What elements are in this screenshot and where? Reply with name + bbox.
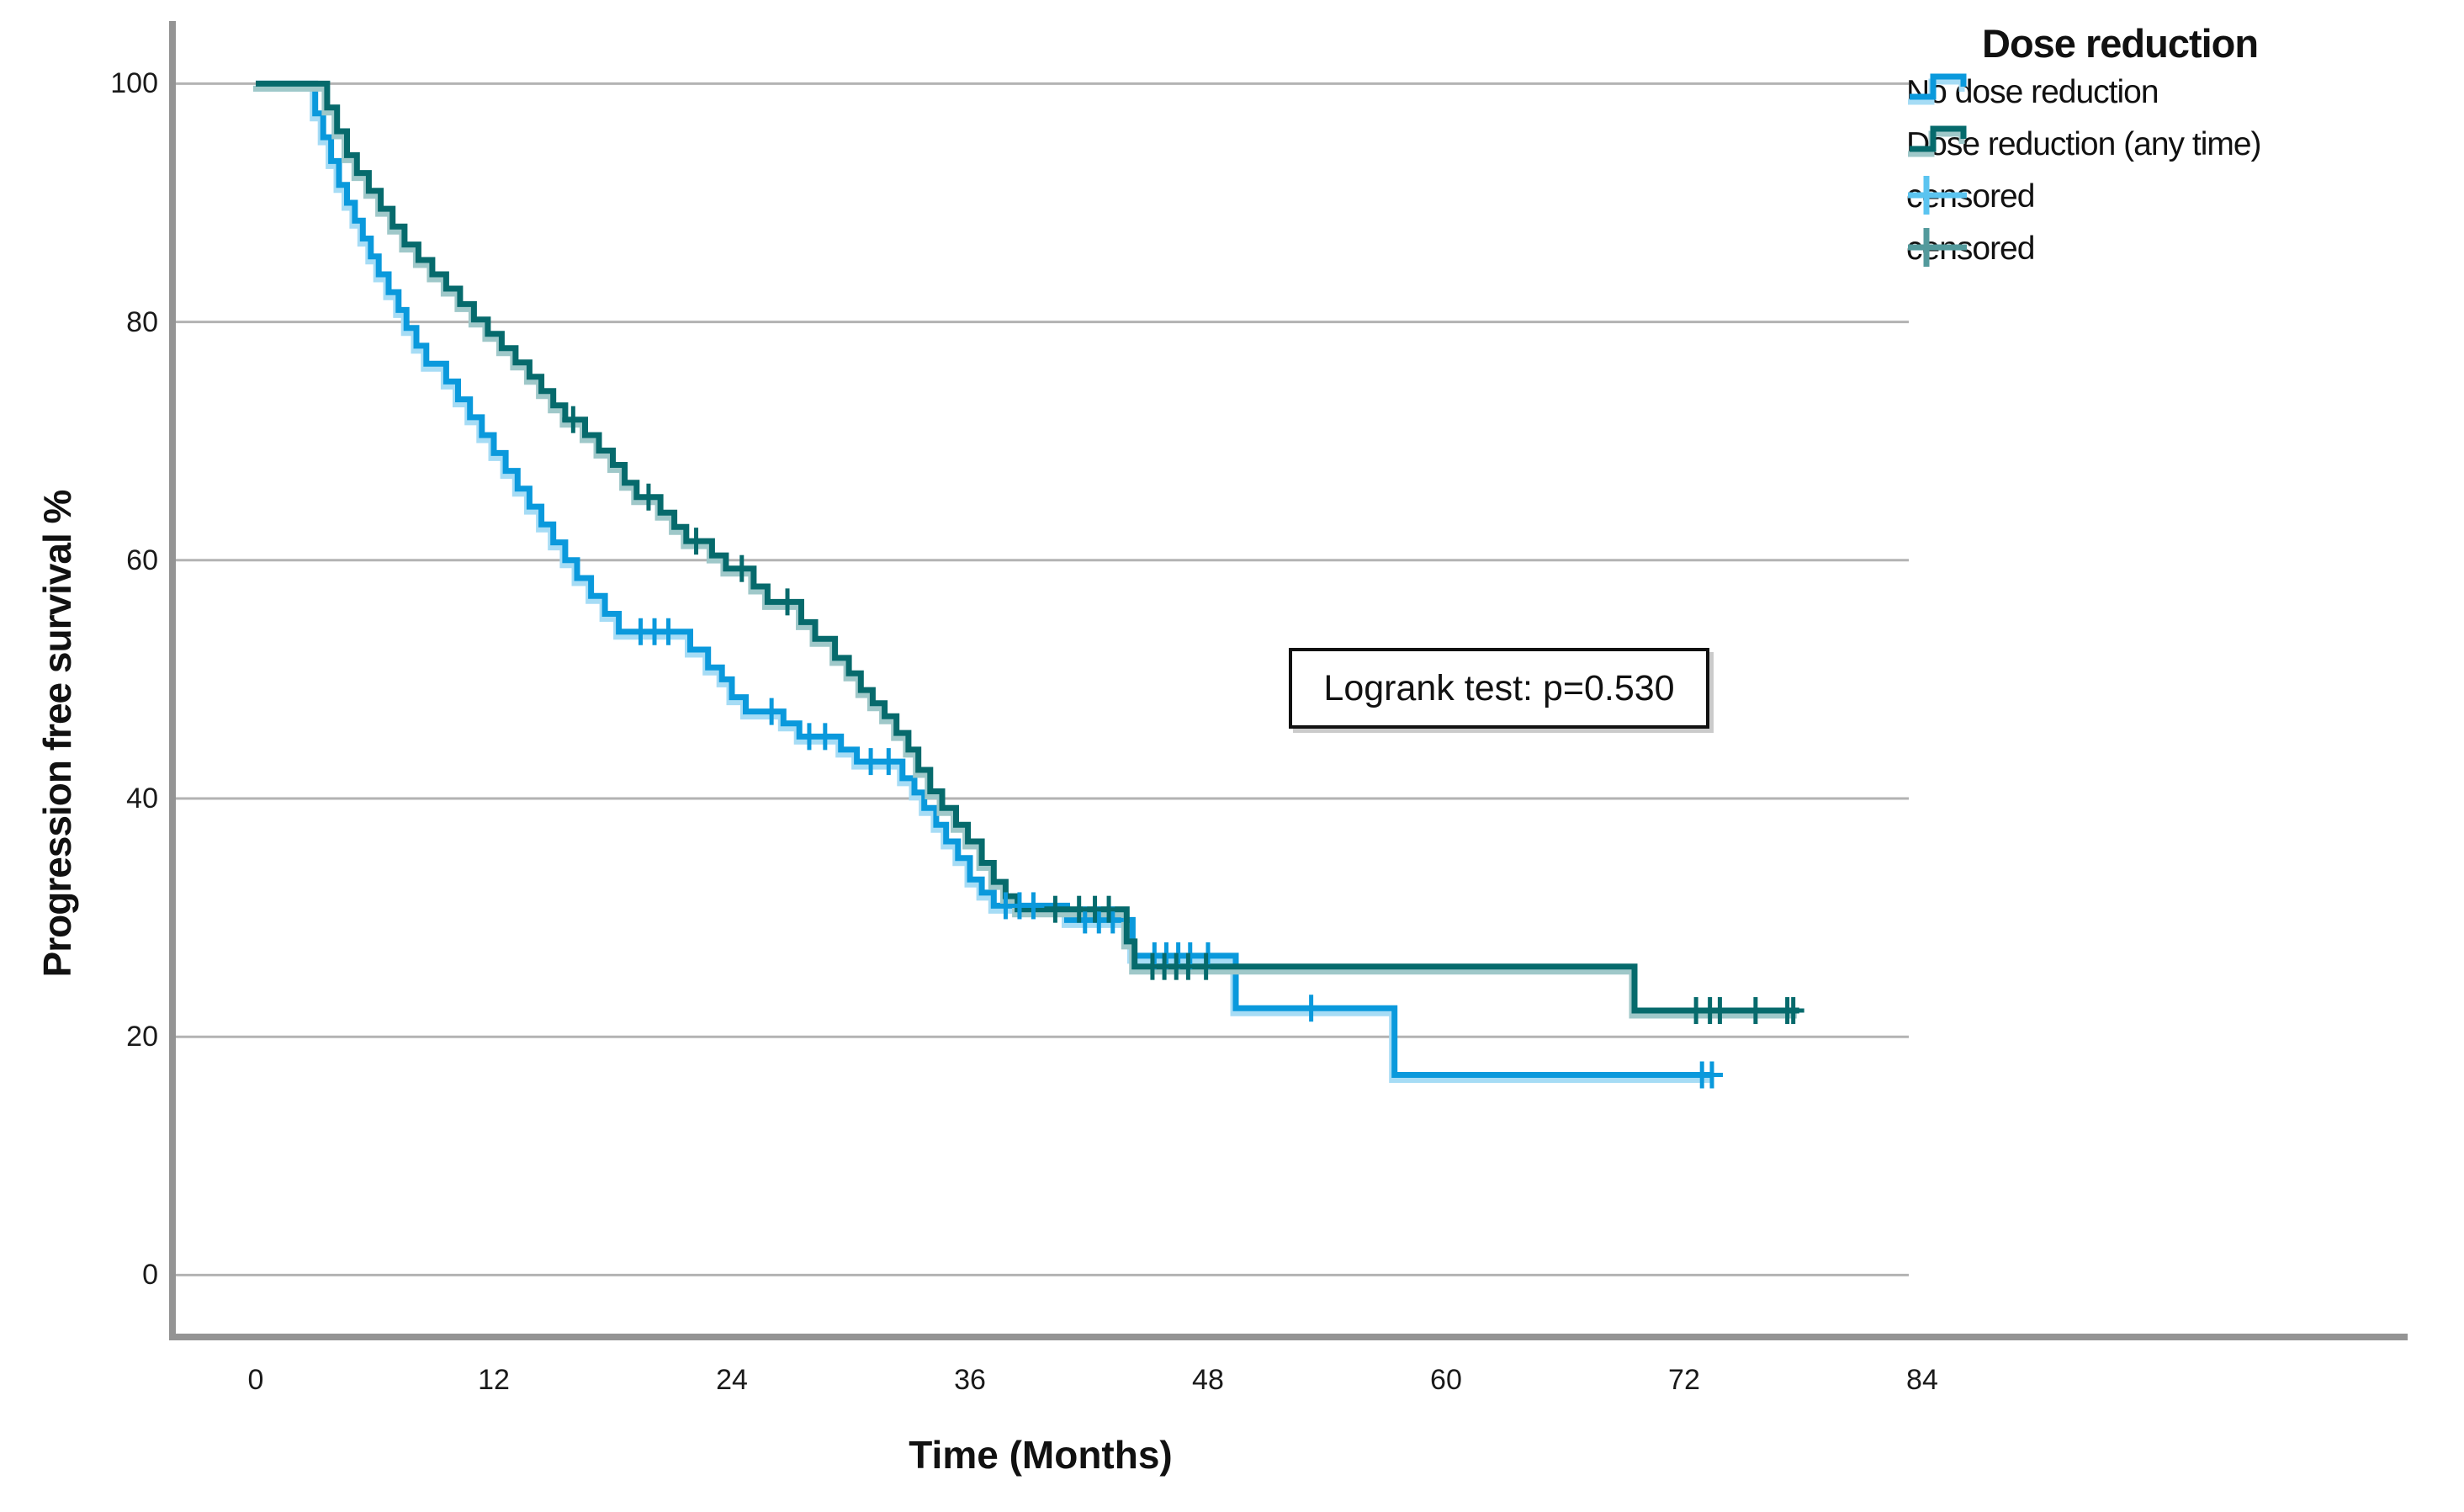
x-axis-title: Time (Months) bbox=[909, 1433, 1173, 1477]
step-line-icon bbox=[1908, 73, 1967, 105]
censor-plus-icon bbox=[1908, 176, 1967, 215]
x-tick-label: 60 bbox=[1430, 1364, 1462, 1396]
x-tick-label: 48 bbox=[1192, 1364, 1224, 1396]
survival-curve-green bbox=[256, 80, 1799, 1014]
y-tick-label: 60 bbox=[126, 544, 158, 576]
x-tick-label: 0 bbox=[247, 1364, 264, 1396]
axis-spines bbox=[169, 21, 2408, 1340]
x-tick-label: 72 bbox=[1668, 1364, 1700, 1396]
legend: Dose reduction No dose reduction Dose re… bbox=[1906, 20, 2461, 275]
curve-halo bbox=[253, 85, 1797, 1019]
x-tick-label: 36 bbox=[954, 1364, 986, 1396]
x-tick-label: 24 bbox=[716, 1364, 748, 1396]
y-tick-label: 0 bbox=[142, 1259, 158, 1292]
gridlines bbox=[172, 82, 1909, 1276]
y-tick-label: 40 bbox=[126, 783, 158, 814]
censor-plus-icon bbox=[1908, 228, 1967, 267]
survival-curve-blue bbox=[256, 80, 1714, 1078]
survival-curves bbox=[253, 80, 1799, 1083]
x-tick-label: 12 bbox=[478, 1364, 510, 1396]
censor-marks bbox=[562, 406, 1804, 1089]
curve-halo bbox=[253, 85, 1712, 1083]
y-axis-title: Progression free survival % bbox=[35, 490, 79, 978]
legend-item-no-dose-reduction: No dose reduction bbox=[1906, 66, 2461, 119]
logrank-annotation-box: Logrank test: p=0.530 bbox=[1289, 648, 1709, 729]
y-tick-label: 100 bbox=[110, 67, 158, 100]
x-tick-label: 84 bbox=[1906, 1364, 1938, 1396]
legend-title: Dose reduction bbox=[1982, 21, 2259, 66]
logrank-text: Logrank test: p=0.530 bbox=[1323, 667, 1675, 708]
legend-item-dose-reduction: Dose reduction (any time) bbox=[1906, 119, 2461, 171]
legend-item-censored-blue: censored bbox=[1906, 171, 2461, 223]
y-tick-label: 80 bbox=[126, 305, 158, 338]
y-tick-label: 20 bbox=[126, 1021, 158, 1053]
legend-item-censored-green: censored bbox=[1906, 223, 2461, 275]
step-line-icon bbox=[1908, 125, 1967, 157]
